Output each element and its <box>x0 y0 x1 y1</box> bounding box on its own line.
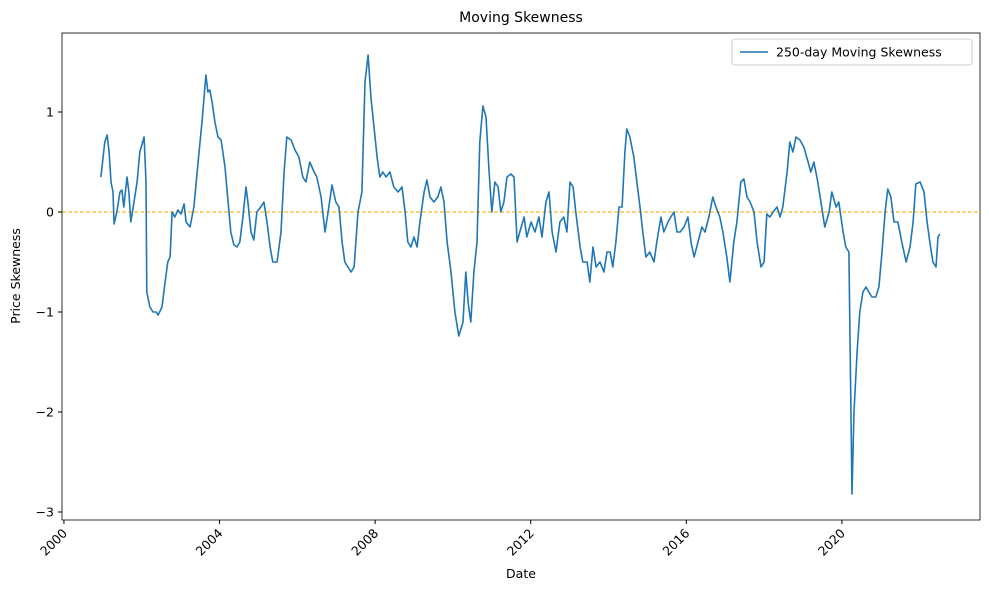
x-axis-label: Date <box>506 566 536 581</box>
data-line <box>100 54 941 495</box>
y-tick-label: −1 <box>36 305 54 320</box>
y-tick-label: −3 <box>36 505 54 520</box>
legend-box <box>731 38 973 66</box>
y-axis-label: Price Skewness <box>8 228 23 324</box>
y-tick-label: 1 <box>46 105 54 120</box>
y-tick-label: 0 <box>46 205 54 220</box>
chart-title: Moving Skewness <box>459 10 583 26</box>
plot-frame <box>61 32 981 521</box>
y-tick-label: −2 <box>36 405 54 420</box>
legend-label: 250-day Moving Skewness <box>776 45 942 60</box>
